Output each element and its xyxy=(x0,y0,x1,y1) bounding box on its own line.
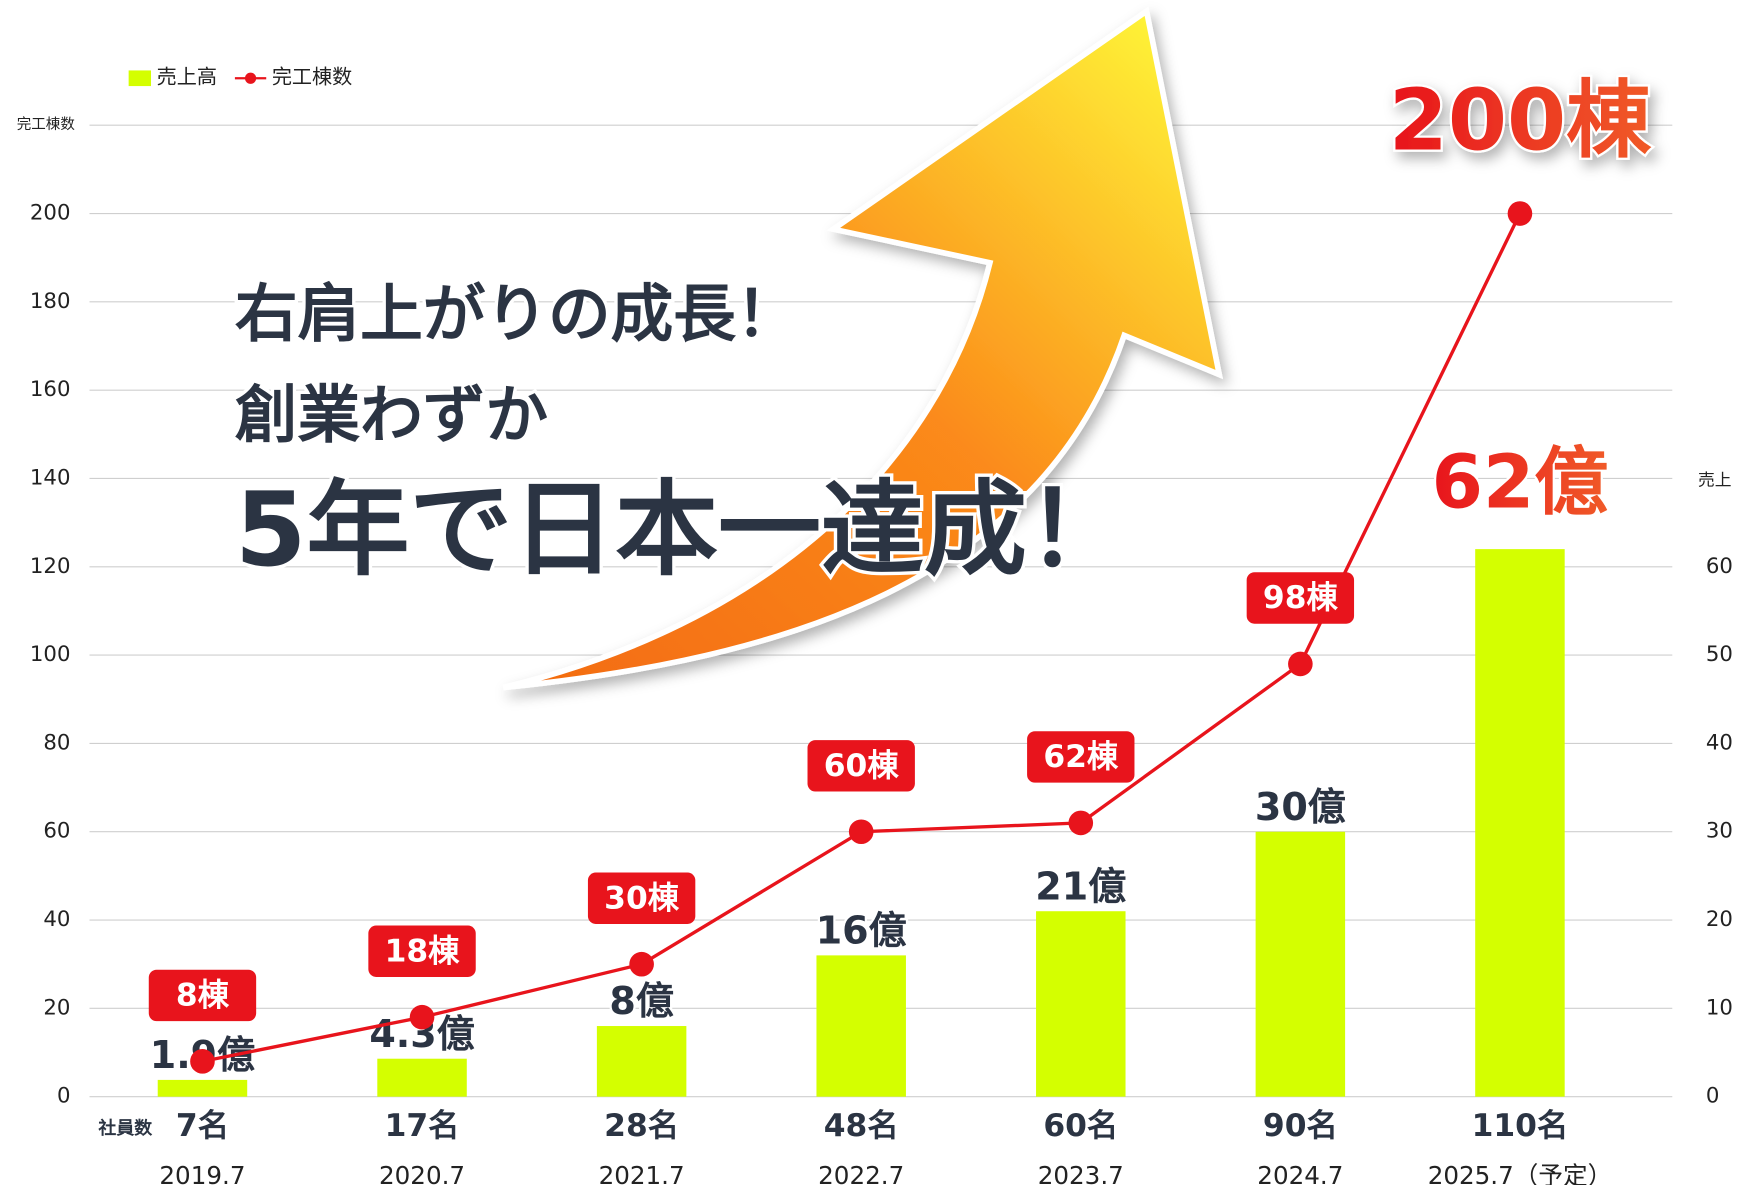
bar xyxy=(1036,911,1126,1097)
x-tick-label: 2022.7 xyxy=(818,1161,904,1185)
line-value-label: 98棟 xyxy=(1263,580,1339,616)
y-tick-label: 200 xyxy=(30,201,71,226)
bar-value-label: 62億 xyxy=(1432,440,1609,526)
bar xyxy=(1475,549,1565,1097)
point xyxy=(409,1004,435,1030)
legend-label: 売上高 xyxy=(157,65,217,89)
y2-tick-label: 20 xyxy=(1706,907,1733,932)
bar-value-label: 21億 xyxy=(1035,864,1126,908)
employee-count: 110名 xyxy=(1472,1108,1569,1144)
legend-label: 完工棟数 xyxy=(272,65,352,89)
x-tick-label: 2020.7 xyxy=(379,1161,465,1185)
y2-tick-label: 60 xyxy=(1706,554,1733,579)
x-tick-label: 2019.7 xyxy=(159,1161,245,1185)
label-box xyxy=(148,969,257,1022)
bar xyxy=(596,1026,687,1097)
line-value-label: 8棟 xyxy=(176,978,230,1014)
employee-count: 17名 xyxy=(385,1108,460,1144)
x-tick-label: 2021.7 xyxy=(599,1161,685,1185)
headline: 右肩上がりの成長！ xyxy=(235,278,799,351)
employee-count: 7名 xyxy=(176,1108,229,1144)
y-tick-label: 20 xyxy=(43,995,70,1020)
label-box xyxy=(807,740,915,792)
employee-count: 28名 xyxy=(604,1108,679,1144)
y2-tick-label: 0 xyxy=(1706,1084,1720,1109)
bar xyxy=(816,955,906,1097)
line-value-label: 30棟 xyxy=(604,880,680,916)
line-value-label: 60棟 xyxy=(824,748,900,784)
headline: 5年で日本一達成！ xyxy=(235,471,1130,590)
bar-value-label: 8億 xyxy=(609,979,673,1023)
y2-tick-label: 30 xyxy=(1706,819,1733,844)
y-axis-label: 完工棟数 xyxy=(17,116,76,133)
employee-count: 90名 xyxy=(1263,1108,1338,1144)
employee-count: 60名 xyxy=(1043,1108,1118,1144)
bar xyxy=(157,1079,248,1097)
x-tick-label: 2024.7 xyxy=(1257,1161,1343,1185)
x-tick-label: 2023.7 xyxy=(1038,1161,1124,1185)
point xyxy=(629,951,654,977)
point xyxy=(1507,201,1533,226)
y-tick-label: 140 xyxy=(30,465,71,490)
bar-value-label: 16億 xyxy=(816,909,907,953)
x-tick-label: 2025.7（予定） xyxy=(1428,1161,1612,1185)
point xyxy=(1068,810,1094,836)
y-tick-label: 160 xyxy=(30,377,71,402)
y-tick-label: 180 xyxy=(30,289,71,314)
y-tick-label: 120 xyxy=(30,554,71,579)
y-tick-label: 60 xyxy=(43,819,70,844)
line-value-label: 200棟 xyxy=(1389,72,1652,171)
y2-axis-label: 売上 xyxy=(1698,470,1732,490)
growth-arrow xyxy=(502,6,1224,691)
point xyxy=(190,1049,215,1074)
headline: 創業わずか xyxy=(235,378,548,451)
point xyxy=(1288,651,1313,677)
y-tick-label: 100 xyxy=(30,642,71,667)
legend-swatch xyxy=(128,70,152,87)
legend-swatch xyxy=(244,72,257,84)
y2-tick-label: 50 xyxy=(1706,642,1733,667)
point xyxy=(848,819,874,845)
y2-tick-label: 10 xyxy=(1706,995,1733,1020)
line-value-label: 62棟 xyxy=(1043,739,1119,775)
y2-tick-label: 40 xyxy=(1706,730,1733,755)
bar-value-label: 30億 xyxy=(1255,785,1346,829)
y-tick-label: 40 xyxy=(43,907,70,932)
bar xyxy=(1255,831,1346,1097)
label-box xyxy=(1246,572,1355,624)
label-box xyxy=(587,872,696,924)
label-box xyxy=(368,925,476,977)
label-box xyxy=(1027,731,1135,783)
line-value-label: 18棟 xyxy=(385,933,461,969)
bar xyxy=(377,1058,467,1097)
employee-count: 48名 xyxy=(824,1108,899,1144)
y-tick-label: 0 xyxy=(57,1084,71,1109)
y-tick-label: 80 xyxy=(43,730,70,755)
employee-label: 社員数 xyxy=(97,1117,152,1139)
